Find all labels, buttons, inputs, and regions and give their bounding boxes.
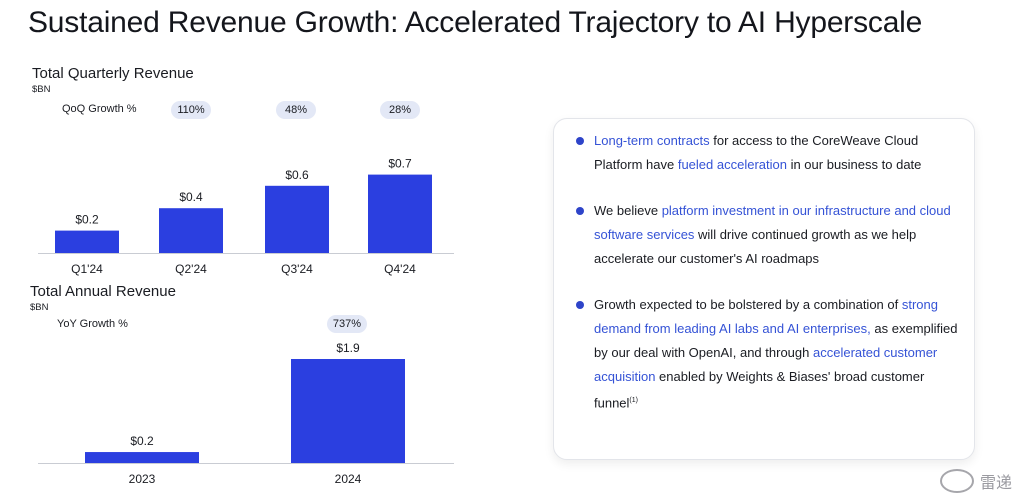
bar-quarterly-3 [265,185,329,253]
page-title: Sustained Revenue Growth: Accelerated Tr… [28,6,923,39]
annual-chart-title: Total Annual Revenue [30,283,176,300]
highlighted-text: platform investment in our infrastructur… [594,203,951,242]
annual-unit-label: $BN [30,302,49,313]
x-tick-label: 2023 [129,472,156,486]
bar-value-label: $0.2 [130,434,154,448]
bar-value-label: $0.6 [285,168,309,182]
bar-annual-2 [291,359,405,463]
bullet-text: in our business to date [786,157,922,172]
commentary-bullet: Long-term contracts for access to the Co… [576,129,961,177]
bar-value-label: $0.7 [388,157,412,171]
commentary-bullet: We believe platform investment in our in… [576,199,961,271]
bullet-text: for access to the CoreWeave Cloud Platfo… [594,133,919,172]
qoq-growth-pill-q4: 28% [380,101,420,119]
x-tick-label: 2024 [335,472,362,486]
watermark: 雷递 [939,469,1012,493]
quarterly-unit-label: $BN [32,84,51,95]
x-tick-label: Q4'24 [384,262,416,276]
highlighted-text: strong demand from leading AI labs and A… [594,297,938,336]
commentary-bullets: Long-term contracts for access to the Co… [576,129,961,437]
yoy-growth-label: YoY Growth % [57,318,128,330]
highlighted-text: Long-term contracts [594,133,710,148]
x-tick-label: Q2'24 [175,262,207,276]
quarterly-chart-title: Total Quarterly Revenue [32,65,194,82]
bar-quarterly-1 [55,230,119,253]
x-tick-label: Q1'24 [71,262,103,276]
bullet-text: We believe [594,203,662,218]
bullet-text: (1) [629,397,638,404]
qoq-growth-label: QoQ Growth % [62,103,137,115]
watermark-text: 雷递 [979,475,1012,492]
commentary-bullet: Growth expected to be bolstered by a com… [576,293,961,415]
commentary-card: Long-term contracts for access to the Co… [553,118,975,460]
highlighted-text: fueled acceleration [677,157,787,172]
bullet-text: will drive continued growth as we help a… [594,227,917,266]
bullet-text: Growth expected to be bolstered by a com… [594,297,902,312]
weibo-logo-icon [939,469,974,493]
qoq-growth-pill-q2: 110% [171,101,211,119]
bar-value-label: $0.4 [179,190,203,204]
bullet-text: as exemplified by our deal with OpenAI, … [594,321,958,360]
bar-value-label: $1.9 [336,341,360,355]
x-tick-label: Q3'24 [281,262,313,276]
highlighted-text: accelerated customer acquisition [594,345,938,384]
bar-quarterly-4 [368,174,432,253]
qoq-growth-pill-q3: 48% [276,101,316,119]
bar-value-label: $0.2 [75,213,99,227]
bar-quarterly-2 [159,208,223,253]
bullet-text: enabled by Weights & Biases' broad custo… [594,369,925,411]
yoy-growth-pill-2024: 737% [327,315,367,333]
bar-annual-1 [85,452,199,463]
